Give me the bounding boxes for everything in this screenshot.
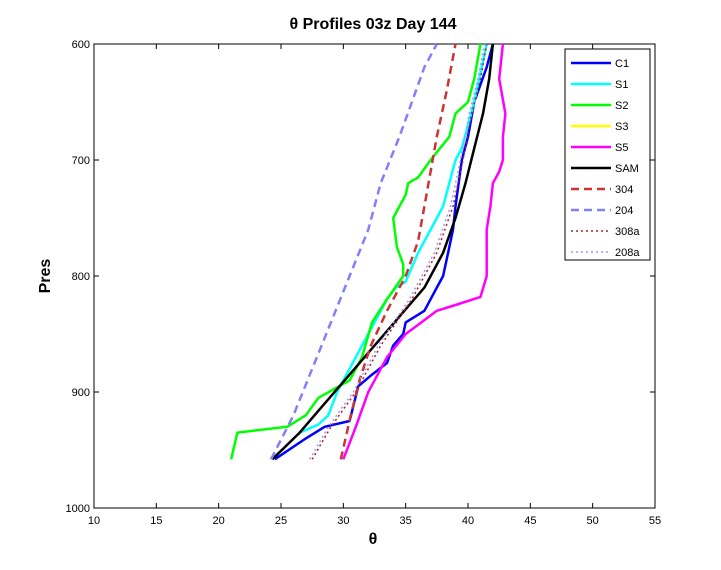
x-tick-label: 25 [275,515,287,527]
series-line-204 [269,43,438,460]
legend-label-S2: S2 [615,100,628,112]
y-tick-label: 900 [72,387,90,399]
legend-label-C1: C1 [615,58,629,70]
series-line-S5 [342,43,507,460]
x-axis-label: θ [369,531,378,548]
y-axis-label: Pres [37,259,54,294]
legend: C1 S1 S2 S3 S5 SAM 304 204 308a 208a [564,48,651,261]
legend-label-S5: S5 [615,142,628,154]
tick-layer: 10 15 20 25 30 35 40 45 50 55 600 700 800 900 1000 [66,39,662,527]
series-line-304 [339,43,457,460]
series-line-308a [311,43,488,460]
legend-label-308a: 308a [615,226,640,238]
legend-items: C1 S1 S2 S3 S5 SAM 304 204 308a 208a [571,58,640,259]
legend-label-S3: S3 [615,121,628,133]
x-tick-label: 30 [337,515,349,527]
legend-label-S1: S1 [615,79,628,91]
y-tick-label: 600 [72,39,90,51]
legend-label-304: 304 [615,184,633,196]
plot-area [93,43,656,509]
x-tick-label: 40 [462,515,474,527]
series-line-S1 [299,43,488,434]
x-tick-label: 55 [649,515,661,527]
series-line-S2 [229,43,482,460]
series-layer [229,43,507,461]
x-tick-label: 35 [400,515,412,527]
legend-label-208a: 208a [615,247,640,259]
y-tick-label: 1000 [66,503,90,515]
x-tick-label: 10 [88,515,100,527]
x-tick-label: 50 [587,515,599,527]
series-line-SAM [271,43,495,461]
series-line-208a [309,43,485,460]
x-tick-label: 20 [213,515,225,527]
y-tick-label: 700 [72,155,90,167]
legend-label-204: 204 [615,205,633,217]
y-tick-label: 800 [72,271,90,283]
chart-title: θ Profiles 03z Day 144 [290,16,457,33]
legend-label-SAM: SAM [615,163,639,175]
x-tick-label: 45 [524,515,536,527]
x-tick-label: 15 [150,515,162,527]
